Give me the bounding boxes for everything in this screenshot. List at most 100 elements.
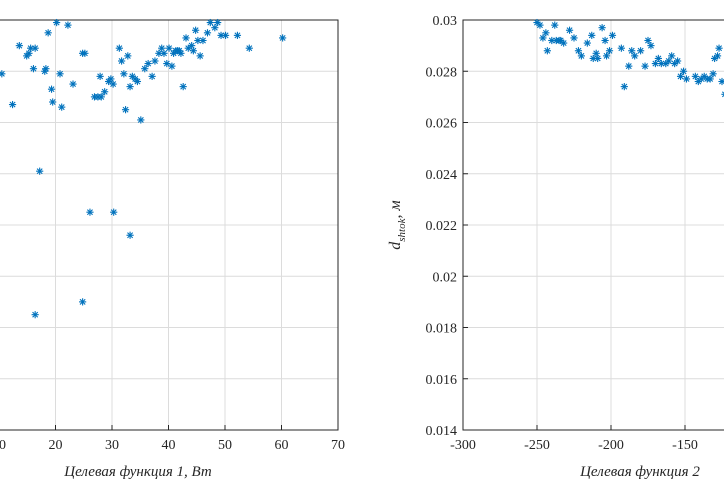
data-point — [592, 49, 600, 57]
data-point — [109, 80, 117, 88]
data-point — [182, 34, 190, 42]
data-point — [557, 36, 565, 45]
data-point — [44, 29, 52, 37]
data-point — [602, 52, 611, 60]
data-point — [713, 52, 722, 60]
data-point — [542, 29, 550, 37]
y-tick-label: 0.02 — [433, 270, 458, 285]
x-tick-label: 30 — [105, 438, 119, 453]
data-point — [625, 62, 633, 70]
data-point — [644, 36, 652, 45]
data-point — [69, 80, 77, 88]
y-axis-label-main: d — [387, 241, 404, 250]
data-point — [214, 18, 222, 27]
y-tick-label: 0.026 — [426, 117, 458, 132]
data-point — [721, 91, 724, 98]
data-point — [137, 116, 145, 124]
data-point — [177, 49, 185, 57]
x-tick-label: 20 — [49, 438, 63, 453]
data-point — [211, 24, 219, 32]
data-point — [605, 47, 614, 55]
data-point — [110, 208, 118, 216]
y-tick-label: 0.014 — [426, 424, 458, 439]
data-point — [47, 85, 56, 93]
y-tick-label: 0.024 — [426, 168, 458, 183]
chart-2: -300 -250 -200 -150 0.014 0.016 0.018 0.02 0.022… — [387, 14, 724, 480]
data-point — [31, 44, 39, 52]
data-point — [245, 44, 253, 52]
data-point — [192, 26, 200, 34]
data-point — [0, 70, 6, 78]
x-tick-label: 50 — [218, 438, 232, 453]
data-point — [141, 65, 149, 73]
data-point — [539, 34, 547, 42]
y-tick-label: 0.03 — [433, 14, 458, 29]
data-point — [42, 65, 50, 73]
data-point — [64, 21, 72, 29]
data-point — [608, 31, 617, 39]
data-point — [148, 72, 156, 80]
data-point — [86, 208, 94, 216]
data-point — [168, 62, 176, 70]
data-point — [8, 100, 17, 109]
data-point — [126, 231, 134, 239]
data-point — [577, 52, 585, 60]
data-point — [121, 106, 130, 114]
data-point — [570, 34, 578, 42]
data-point — [56, 70, 64, 78]
data-point — [641, 62, 649, 70]
data-point — [674, 57, 682, 65]
data-point — [199, 36, 207, 45]
data-point — [96, 72, 104, 80]
data-point — [594, 54, 602, 63]
data-point — [676, 72, 685, 80]
data-point — [25, 49, 33, 57]
data-point — [81, 49, 89, 57]
data-point — [160, 49, 168, 57]
data-point — [151, 57, 159, 65]
chart-1: 10 20 30 40 50 60 70 Целевая функция 1, Вт — [0, 18, 345, 480]
data-point — [279, 34, 287, 42]
data-point — [647, 42, 655, 50]
x-tick-label: -300 — [450, 438, 476, 453]
y-tick-label: 0.016 — [426, 373, 458, 388]
data-point — [668, 52, 676, 60]
y-tick-label: 0.018 — [426, 322, 458, 337]
data-point — [679, 67, 688, 75]
data-point — [97, 93, 105, 101]
data-point — [718, 77, 724, 86]
data-point — [189, 47, 197, 55]
data-point — [165, 44, 173, 52]
y-axis-label-unit: , м — [387, 200, 404, 218]
data-point — [133, 77, 142, 86]
data-point — [179, 83, 187, 91]
x-tick-label: -200 — [598, 438, 624, 453]
data-point — [617, 44, 625, 52]
data-point — [651, 59, 659, 68]
data-point — [706, 75, 714, 83]
data-point — [15, 42, 23, 50]
data-point — [196, 52, 204, 60]
x-axis-label: Целевая функция 2 — [579, 464, 700, 480]
data-point — [628, 47, 636, 55]
data-point — [49, 98, 57, 106]
y-axis-label: dshtok, м — [387, 200, 408, 249]
data-point — [565, 26, 574, 34]
data-point — [233, 31, 242, 39]
data-point — [536, 21, 544, 29]
data-point — [631, 52, 639, 60]
x-tick-label: -150 — [672, 438, 698, 453]
data-point — [31, 311, 39, 319]
data-point — [120, 70, 128, 78]
data-point — [583, 39, 591, 47]
data-point — [620, 83, 628, 91]
x-tick-label: -250 — [524, 438, 550, 453]
data-point — [691, 72, 699, 80]
data-point — [115, 44, 123, 52]
data-point — [551, 21, 559, 29]
data-point — [53, 18, 61, 27]
data-point — [126, 83, 134, 91]
data-point — [27, 44, 35, 52]
data-point — [79, 298, 87, 306]
